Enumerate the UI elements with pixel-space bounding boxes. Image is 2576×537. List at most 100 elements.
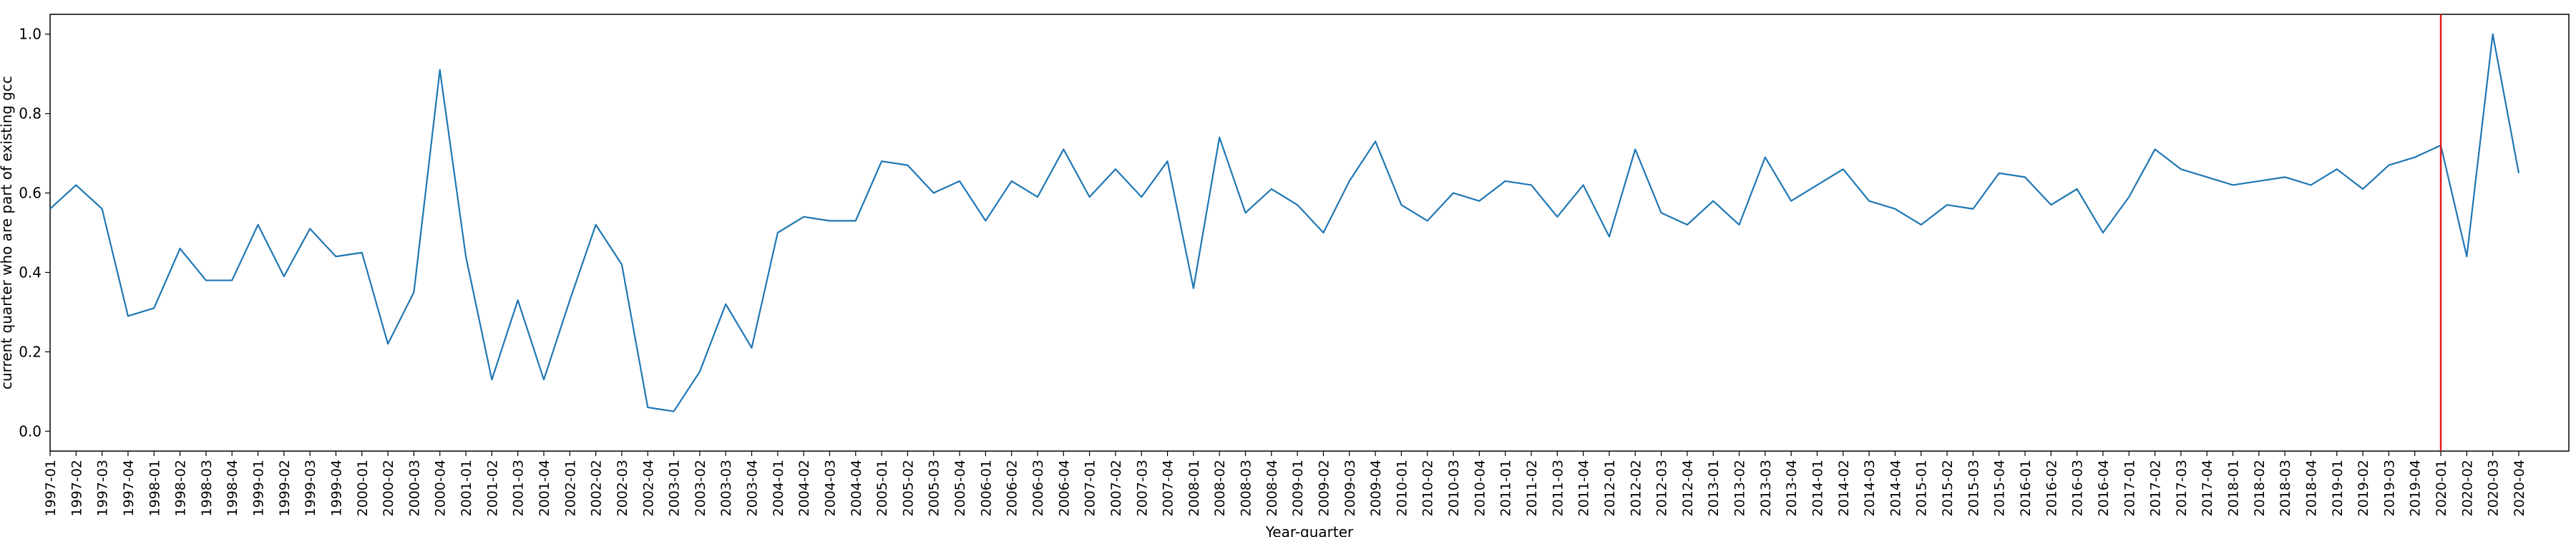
x-tick-label: 2009-04 bbox=[1368, 460, 1384, 516]
x-tick-label: 2015-01 bbox=[1914, 460, 1930, 516]
x-tick-label: 2013-02 bbox=[1732, 460, 1748, 516]
x-tick-label: 2005-03 bbox=[927, 460, 942, 516]
x-tick-label: 1999-02 bbox=[277, 460, 293, 516]
x-tick-label: 1999-03 bbox=[303, 460, 318, 516]
x-tick-label: 2008-03 bbox=[1239, 460, 1254, 516]
x-tick-label: 2002-02 bbox=[589, 460, 605, 516]
x-tick-label: 2004-02 bbox=[796, 460, 812, 516]
x-tick-label: 2011-03 bbox=[1550, 460, 1566, 516]
x-tick-label: 2001-03 bbox=[511, 460, 527, 516]
x-axis-title: Year-quarter bbox=[1265, 523, 1354, 537]
x-tick-label: 2007-02 bbox=[1108, 460, 1124, 516]
x-tick-label: 1997-02 bbox=[69, 460, 84, 516]
x-tick-label: 2012-04 bbox=[1680, 460, 1696, 516]
x-tick-label: 2016-02 bbox=[2044, 460, 2059, 516]
x-tick-label: 2013-01 bbox=[1706, 460, 1722, 516]
y-tick-label: 0.0 bbox=[19, 422, 42, 440]
x-tick-label: 2010-01 bbox=[1394, 460, 1410, 516]
x-tick-label: 2010-03 bbox=[1446, 460, 1462, 516]
x-tick-label: 2016-04 bbox=[2096, 460, 2112, 516]
y-axis-title: current quarter who are part of existing… bbox=[0, 76, 15, 390]
x-tick-label: 2007-03 bbox=[1134, 460, 1150, 516]
x-tick-label: 1999-04 bbox=[328, 460, 344, 516]
x-tick-label: 2011-04 bbox=[1576, 460, 1592, 516]
x-tick-label: 2006-04 bbox=[1056, 460, 1072, 516]
x-tick-label: 2020-01 bbox=[2434, 460, 2449, 516]
x-tick-label: 2015-04 bbox=[1992, 460, 2008, 516]
x-tick-label: 2018-03 bbox=[2278, 460, 2293, 516]
x-tick-label: 2020-02 bbox=[2459, 460, 2475, 516]
x-tick-label: 2008-02 bbox=[1212, 460, 1228, 516]
x-tick-label: 2014-01 bbox=[1810, 460, 1825, 516]
x-tick-label: 2002-04 bbox=[640, 460, 656, 516]
x-tick-label: 2020-04 bbox=[2512, 460, 2527, 516]
x-tick-label: 2003-04 bbox=[745, 460, 761, 516]
x-tick-label: 2019-02 bbox=[2356, 460, 2371, 516]
y-tick-label: 1.0 bbox=[19, 26, 42, 43]
y-axis: 0.0 0.2 0.4 0.6 0.8 1.0 bbox=[19, 26, 50, 440]
x-tick-label: 1997-03 bbox=[95, 460, 111, 516]
x-tick-label: 2017-01 bbox=[2122, 460, 2137, 516]
x-tick-label: 2002-01 bbox=[562, 460, 578, 516]
x-tick-label: 2005-04 bbox=[952, 460, 968, 516]
x-tick-label: 2006-03 bbox=[1030, 460, 1046, 516]
x-tick-label: 2009-01 bbox=[1290, 460, 1306, 516]
x-tick-label: 2000-03 bbox=[406, 460, 422, 516]
plot-frame bbox=[49, 14, 2570, 452]
x-tick-label: 2015-03 bbox=[1966, 460, 1981, 516]
x-tick-label: 2009-02 bbox=[1316, 460, 1332, 516]
x-tick-label: 2006-02 bbox=[1005, 460, 1020, 516]
x-tick-label: 2012-01 bbox=[1602, 460, 1618, 516]
x-tick-label: 2012-03 bbox=[1654, 460, 1670, 516]
x-tick-label: 2007-04 bbox=[1161, 460, 1176, 516]
x-tick-label: 2005-01 bbox=[874, 460, 890, 516]
x-tick-label: 2001-01 bbox=[459, 460, 474, 516]
x-tick-label: 2010-02 bbox=[1420, 460, 1436, 516]
x-tick-label: 2012-02 bbox=[1628, 460, 1644, 516]
x-tick-label: 2011-02 bbox=[1524, 460, 1540, 516]
x-tick-label: 2014-03 bbox=[1862, 460, 1878, 516]
x-tick-label: 1997-04 bbox=[121, 460, 137, 516]
y-tick-label: 0.4 bbox=[19, 263, 42, 281]
series-line bbox=[49, 33, 2520, 412]
y-tick-label: 0.6 bbox=[19, 185, 42, 202]
x-tick-label: 1998-01 bbox=[147, 460, 162, 516]
x-tick-label: 2000-01 bbox=[355, 460, 371, 516]
x-tick-label: 2011-01 bbox=[1498, 460, 1514, 516]
x-tick-label: 2019-04 bbox=[2408, 460, 2424, 516]
x-tick-label: 2013-03 bbox=[1758, 460, 1774, 516]
x-tick-label: 2016-01 bbox=[2018, 460, 2034, 516]
x-tick-label: 2007-01 bbox=[1083, 460, 1098, 516]
x-tick-label: 2004-03 bbox=[822, 460, 838, 516]
x-tick-label: 2017-03 bbox=[2174, 460, 2190, 516]
x-tick-label: 2000-04 bbox=[433, 460, 449, 516]
x-tick-label: 2004-04 bbox=[849, 460, 864, 516]
x-tick-label: 2003-02 bbox=[693, 460, 708, 516]
x-tick-label: 2004-01 bbox=[771, 460, 786, 516]
x-tick-label: 2000-02 bbox=[381, 460, 396, 516]
x-tick-label: 1999-01 bbox=[251, 460, 267, 516]
x-tick-label: 2017-02 bbox=[2148, 460, 2164, 516]
x-tick-label: 2014-02 bbox=[1836, 460, 1852, 516]
x-tick-label: 2020-03 bbox=[2486, 460, 2502, 516]
x-tick-label: 2006-01 bbox=[978, 460, 994, 516]
x-tick-label: 2018-01 bbox=[2226, 460, 2242, 516]
x-tick-label: 2005-02 bbox=[900, 460, 916, 516]
x-tick-label: 2013-04 bbox=[1784, 460, 1800, 516]
x-tick-label: 2003-03 bbox=[718, 460, 734, 516]
x-tick-label: 1998-03 bbox=[199, 460, 215, 516]
x-tick-label: 2009-03 bbox=[1342, 460, 1358, 516]
plot-area bbox=[49, 14, 2520, 451]
x-tick-label: 1998-04 bbox=[225, 460, 240, 516]
x-tick-label: 2001-02 bbox=[484, 460, 500, 516]
x-tick-label: 2014-04 bbox=[1888, 460, 1903, 516]
x-tick-label: 2008-04 bbox=[1264, 460, 1280, 516]
x-tick-label: 2019-01 bbox=[2330, 460, 2346, 516]
y-tick-label: 0.2 bbox=[19, 343, 42, 360]
x-tick-label: 2003-01 bbox=[667, 460, 683, 516]
x-tick-label: 2015-02 bbox=[1940, 460, 1956, 516]
x-tick-label: 2018-04 bbox=[2303, 460, 2319, 516]
x-tick-label: 2001-04 bbox=[537, 460, 552, 516]
y-tick-label: 0.8 bbox=[19, 105, 42, 122]
